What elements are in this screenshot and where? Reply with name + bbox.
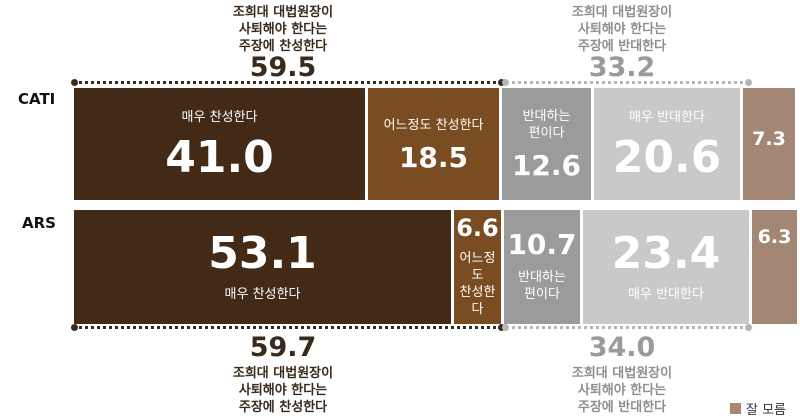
bar-category-label: 어느정도 찬성한다 — [459, 251, 496, 317]
ars-oppose-group-total: 34.0 — [588, 332, 656, 363]
ars-support-bracket-start — [71, 324, 78, 331]
bar-category-label: 매우 찬성한다 — [181, 109, 258, 125]
bar-value-label: 18.5 — [398, 140, 469, 174]
ars-oppose-bracket — [505, 326, 749, 329]
bar-category-label: 매우 찬성한다 — [224, 286, 301, 302]
bar-cati-some-support: 어느정도 찬성한다 18.5 — [368, 88, 499, 200]
bar-ars-some-support: 6.6 어느정도 찬성한다 — [454, 210, 501, 324]
bar-value-label: 12.6 — [511, 149, 582, 182]
ars-support-group-total: 59.7 — [249, 332, 317, 363]
cati-oppose-bracket-end — [745, 79, 752, 86]
cati-support-group-total: 59.5 — [249, 52, 317, 83]
bar-ars-strong-support: 53.1 매우 찬성한다 — [74, 210, 451, 324]
bar-value-label: 6.6 — [456, 214, 499, 242]
cati-support-bracket-start — [71, 79, 78, 86]
cati-oppose-group-label: 조희대 대법원장이 사퇴해야 한다는 주장에 반대한다 — [571, 5, 673, 54]
ars-support-bracket — [74, 326, 502, 329]
bar-value-label: 53.1 — [208, 227, 317, 279]
cati-oppose-bracket — [505, 81, 749, 84]
ars-support-bracket-end — [498, 324, 505, 331]
bar-cati-strong-oppose: 매우 반대한다 20.6 — [594, 88, 740, 200]
cati-support-bracket — [74, 81, 502, 84]
row-label-cati: CATI — [18, 90, 56, 108]
ars-oppose-group-label: 조희대 대법원장이 사퇴해야 한다는 주장에 반대한다 — [571, 366, 673, 415]
legend-label: 잘 모름 — [746, 403, 787, 418]
bar-value-label: 10.7 — [507, 228, 577, 261]
bar-ars-some-oppose: 10.7 반대하는 편이다 — [504, 210, 580, 324]
bar-cati-dont-know: 7.3 — [743, 88, 795, 200]
bar-category-label: 매우 반대한다 — [628, 286, 704, 302]
bar-ars-strong-oppose: 23.4 매우 반대한다 — [583, 210, 749, 324]
bar-category-label: 매우 반대한다 — [629, 109, 705, 125]
cati-support-bracket-end — [498, 79, 505, 86]
row-label-ars: ARS — [22, 214, 56, 232]
ars-support-group-label: 조희대 대법원장이 사퇴해야 한다는 주장에 찬성한다 — [232, 366, 334, 415]
bar-category-label: 어느정도 찬성한다 — [383, 117, 484, 133]
cati-support-group-label: 조희대 대법원장이 사퇴해야 한다는 주장에 찬성한다 — [232, 5, 334, 54]
bar-value-label: 41.0 — [165, 131, 274, 183]
bar-value-label: 20.6 — [612, 131, 722, 183]
cati-oppose-group-total: 33.2 — [588, 52, 656, 83]
bar-value-label: 23.4 — [611, 227, 721, 279]
bar-cati-strong-support: 매우 찬성한다 41.0 — [74, 88, 365, 200]
bar-category-label: 반대하는 편이다 — [522, 109, 571, 141]
bar-ars-dont-know: 6.3 — [752, 210, 797, 324]
bar-value-label: 7.3 — [752, 128, 786, 150]
ars-oppose-bracket-end — [745, 324, 752, 331]
legend-swatch — [730, 403, 741, 414]
bar-category-label: 반대하는 편이다 — [518, 270, 566, 302]
legend: 잘 모름 — [730, 399, 786, 418]
ars-oppose-bracket-start — [502, 324, 509, 331]
bar-value-label: 6.3 — [757, 226, 792, 248]
bar-cati-some-oppose: 반대하는 편이다 12.6 — [502, 88, 591, 200]
cati-oppose-bracket-start — [502, 79, 509, 86]
